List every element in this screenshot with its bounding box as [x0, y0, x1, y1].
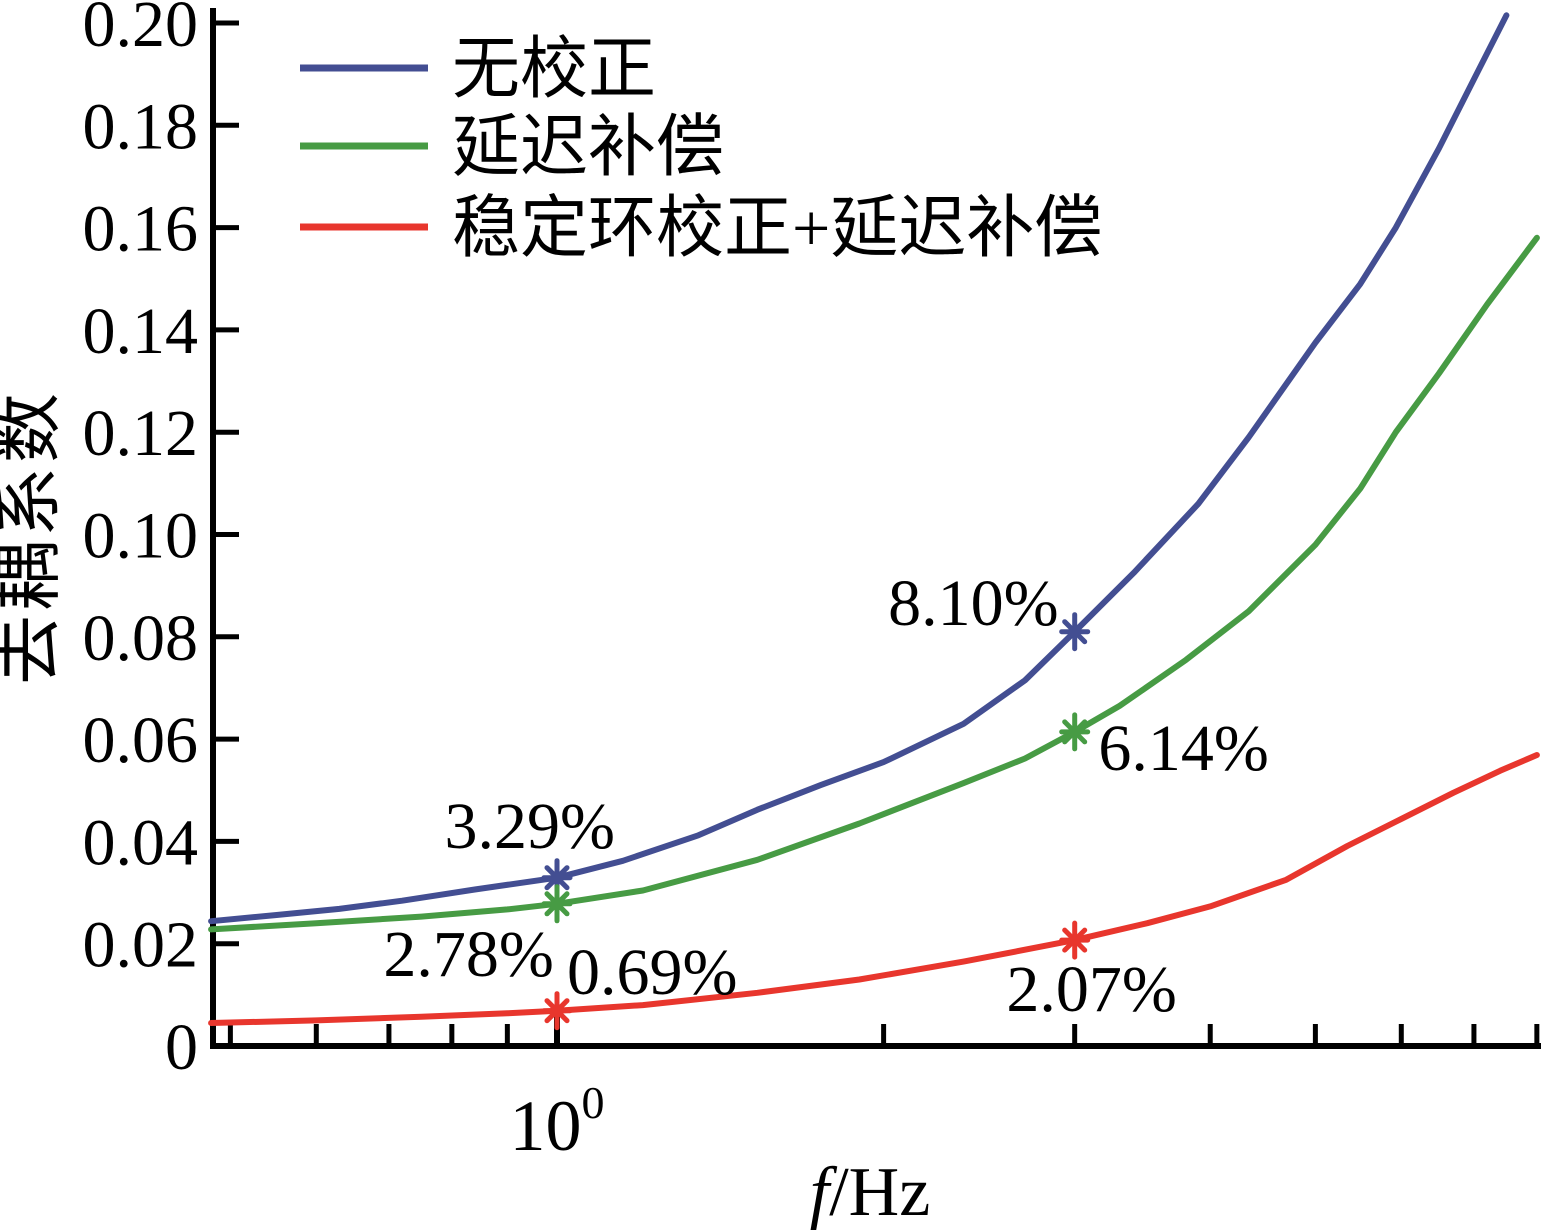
- data-point-marker: [1059, 920, 1091, 960]
- y-axis-title: 去耦系数: [0, 389, 68, 685]
- annotation-label: 8.10%: [888, 567, 1058, 640]
- annotation-label: 6.14%: [1098, 712, 1268, 785]
- x-major-tick-label: 100: [510, 1077, 605, 1166]
- y-tick-label: 0.12: [83, 397, 199, 470]
- series-line: [208, 234, 1540, 933]
- y-tick-label: 0.02: [83, 909, 199, 982]
- y-tick-label: 0: [165, 1011, 198, 1084]
- y-tick-label: 0.04: [83, 806, 199, 879]
- data-point-marker: [1059, 612, 1091, 652]
- y-tick-label: 0.06: [83, 704, 199, 777]
- series-markers: [541, 612, 1091, 1031]
- y-tick-label: 0.14: [83, 295, 199, 368]
- y-ticks: 0 0.02 0.04 0.06 0.08 0.10 0.12 0.14 0.16 0.18 0.2…: [83, 0, 239, 1084]
- data-point-marker: [541, 991, 573, 1031]
- y-tick-label: 0.18: [83, 90, 199, 163]
- y-tick-label: 0.08: [83, 602, 199, 675]
- series-line: [208, 752, 1540, 1026]
- annotation-label: 2.78%: [383, 918, 553, 991]
- x-major-tick-label: 100: [510, 1077, 605, 1166]
- annotations: 3.29% 2.78% 0.69% 8.10% 6.14% 2.07%: [383, 567, 1268, 1026]
- legend-item-label: 无校正: [452, 31, 656, 107]
- series-lines: [208, 12, 1540, 1026]
- data-point-marker: [541, 884, 573, 924]
- annotation-label: 0.69%: [567, 936, 737, 1009]
- y-tick-label: 0.16: [83, 193, 199, 266]
- legend-item-label: 延迟补偿: [452, 109, 724, 185]
- x-axis-title: f/Hz: [810, 1154, 931, 1230]
- data-point-marker: [1059, 712, 1091, 752]
- series-line: [208, 12, 1510, 925]
- legend-item-label: 稳定环校正+延迟补偿: [452, 190, 1102, 266]
- y-tick-label: 0.20: [83, 0, 199, 61]
- annotation-label: 3.29%: [445, 790, 615, 863]
- y-tick-label: 0.10: [83, 500, 199, 573]
- annotation-label: 2.07%: [1006, 953, 1176, 1026]
